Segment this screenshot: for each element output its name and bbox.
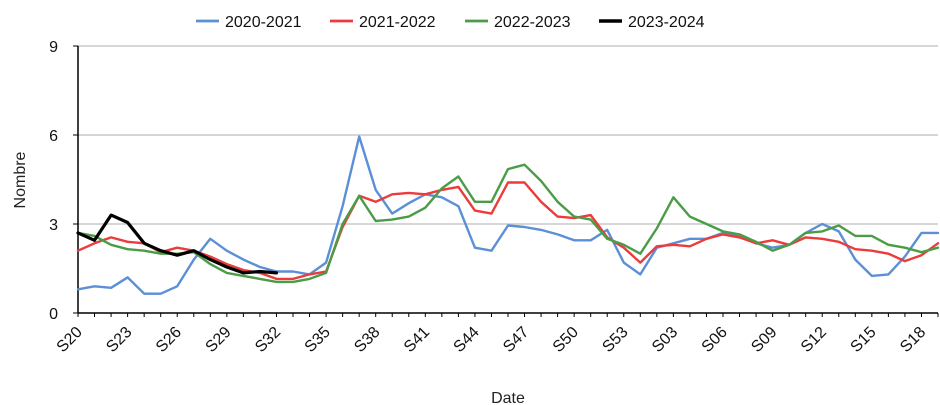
x-tick-label: S26 <box>153 324 185 356</box>
y-ticks: 0 3 6 9 <box>49 39 78 323</box>
x-tick-label: S29 <box>203 324 235 356</box>
x-tick-label: S50 <box>550 324 582 356</box>
series-line-2023-2024 <box>76 213 279 275</box>
y-tick-label: 9 <box>49 39 58 56</box>
legend: 2020-2021 2021-2022 2022-2023 2023-2024 <box>196 14 705 31</box>
series-line-2022-2023 <box>76 163 940 284</box>
x-tick-label: S41 <box>401 324 433 356</box>
x-tick-label: S44 <box>451 324 483 356</box>
gridlines <box>78 45 938 225</box>
legend-label-2023-2024: 2023-2024 <box>628 14 705 31</box>
x-tick-label: S35 <box>302 324 334 356</box>
y-tick-label: 3 <box>49 217 58 234</box>
x-tick-label: S20 <box>54 324 86 356</box>
x-tick-label: S06 <box>699 324 731 356</box>
x-tick-label: S32 <box>252 324 284 356</box>
x-ticks: S20 S23 S26 S29 S32 S35 S38 S41 S44 S47 S50 S53 S03 S… <box>54 313 939 356</box>
x-tick-label: S15 <box>848 324 880 356</box>
x-tick-label: S53 <box>599 324 631 356</box>
series-line-2021-2022 <box>76 181 940 281</box>
series-line-2020-2021 <box>76 135 940 295</box>
x-tick-label: S38 <box>351 324 383 356</box>
x-tick-label: S03 <box>649 324 681 356</box>
x-tick-label: S23 <box>103 324 135 356</box>
y-tick-label: 6 <box>49 128 58 145</box>
x-tick-label: S18 <box>897 324 929 356</box>
legend-label-2020-2021: 2020-2021 <box>225 14 302 31</box>
x-axis-title: Date <box>491 390 525 405</box>
x-tick-label: S12 <box>798 324 830 356</box>
series-lines <box>76 135 940 295</box>
x-tick-label: S09 <box>748 324 780 356</box>
y-tick-label: 0 <box>49 306 58 323</box>
axes <box>77 46 938 314</box>
legend-label-2022-2023: 2022-2023 <box>494 14 571 31</box>
y-axis-title: Nombre <box>12 151 29 208</box>
legend-label-2021-2022: 2021-2022 <box>359 14 436 31</box>
x-tick-label: S47 <box>500 324 532 356</box>
